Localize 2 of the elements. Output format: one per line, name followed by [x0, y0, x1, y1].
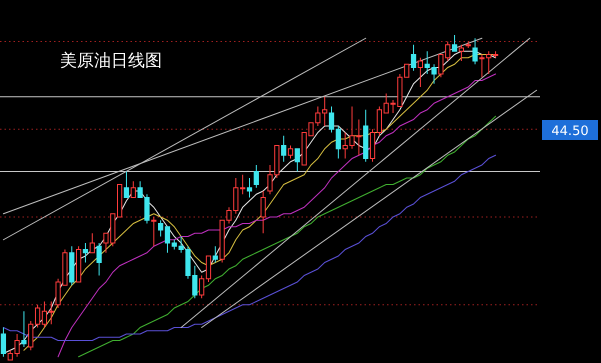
annotation: 44.50	[542, 120, 598, 140]
text: 美原油日线图	[60, 51, 162, 71]
